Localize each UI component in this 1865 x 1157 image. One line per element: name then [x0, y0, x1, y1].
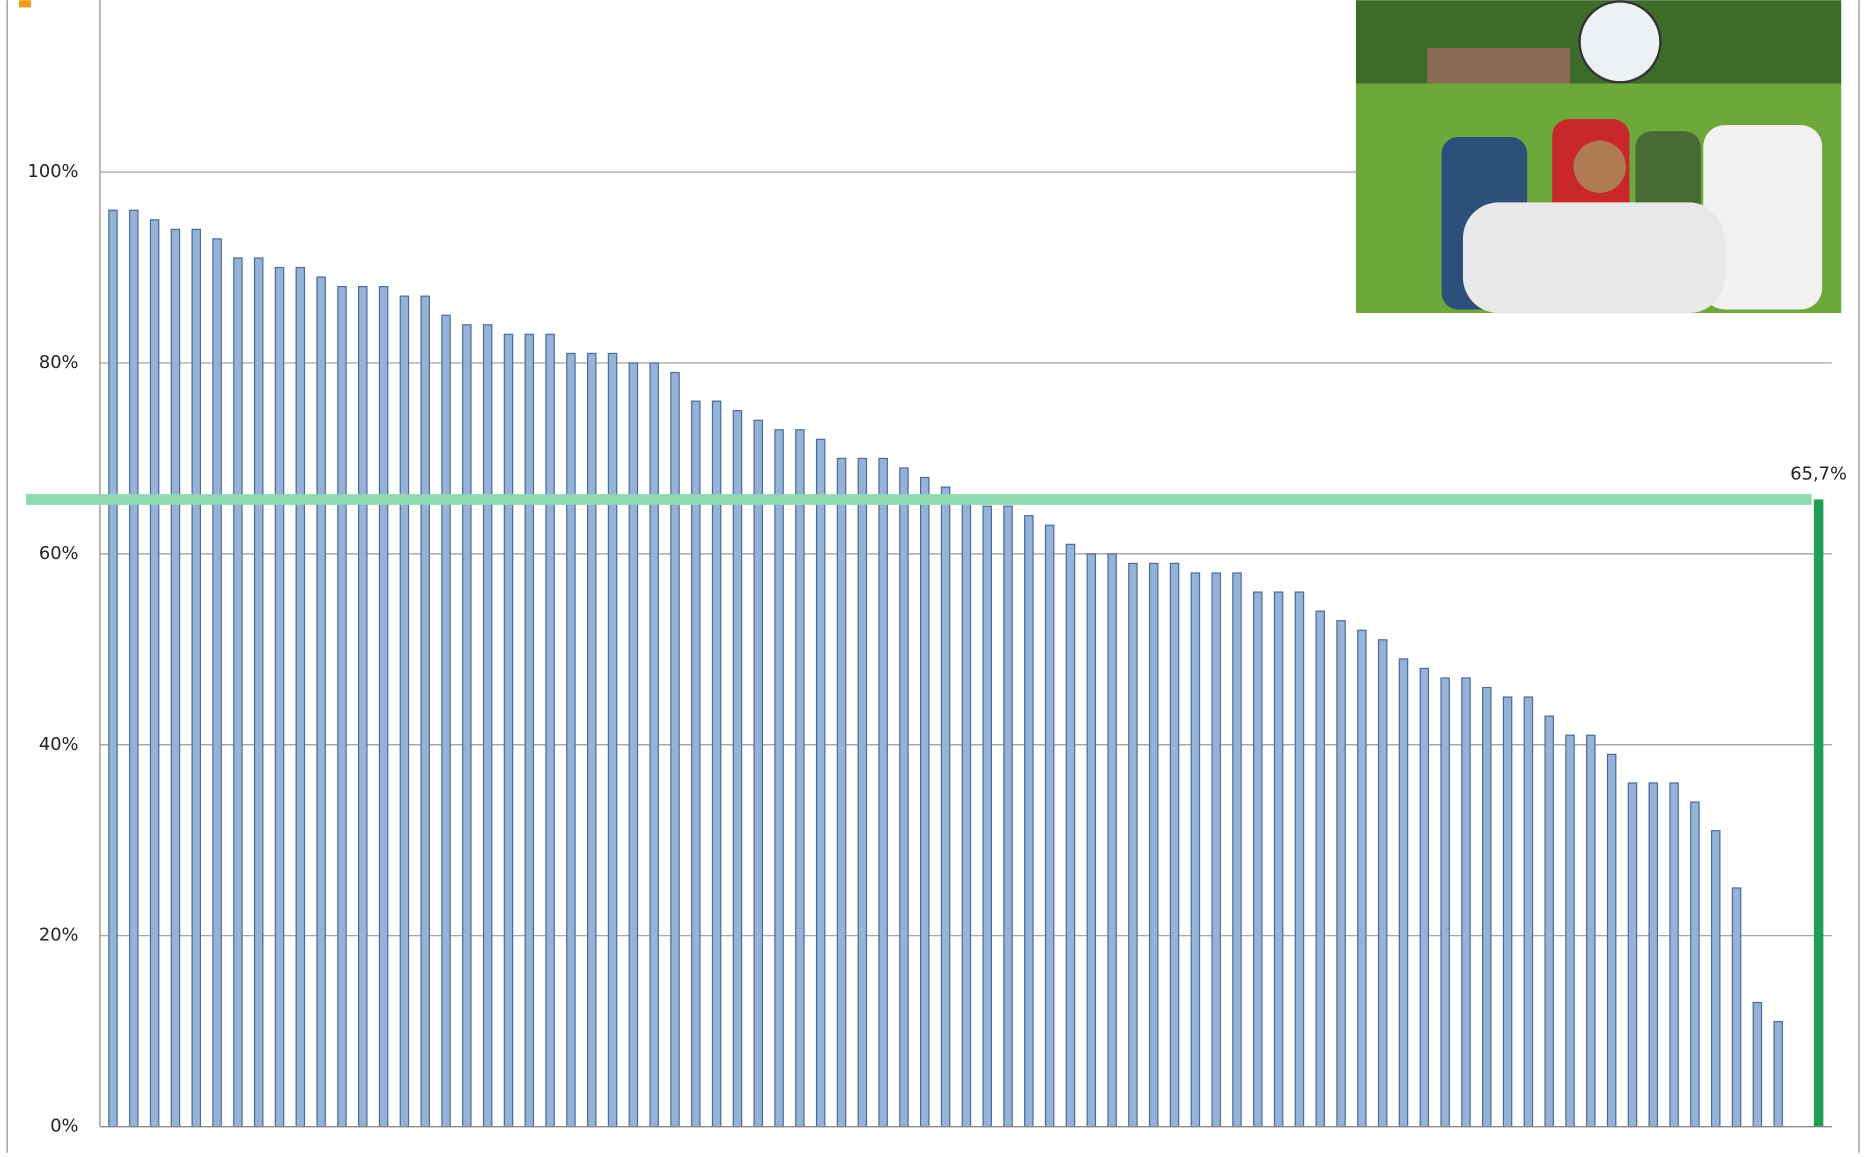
bar: [1461, 677, 1471, 1128]
bar: [836, 457, 847, 1128]
bar: [628, 362, 639, 1128]
bar: [1690, 801, 1700, 1128]
bar: [1773, 1021, 1783, 1128]
bar: [1128, 562, 1138, 1128]
bar: [1294, 591, 1305, 1128]
bar: [1315, 610, 1326, 1128]
y-tick-label: 0%: [50, 1116, 78, 1137]
bar: [462, 324, 472, 1128]
highlight-bar: [1813, 499, 1824, 1127]
bar: [586, 352, 597, 1128]
bar: [1440, 677, 1450, 1128]
bar: [753, 419, 764, 1128]
bar: [1731, 887, 1742, 1128]
bar: [545, 333, 555, 1128]
bar: [670, 371, 680, 1128]
bar: [1502, 696, 1513, 1128]
bar: [1606, 753, 1617, 1128]
bar: [295, 266, 306, 1128]
bar: [1232, 572, 1242, 1128]
corner-marker: [19, 0, 31, 8]
bar: [108, 209, 118, 1128]
bar: [191, 228, 202, 1128]
bar: [1044, 524, 1055, 1128]
bar: [982, 505, 992, 1128]
y-tick-label: 40%: [39, 734, 79, 755]
bar: [566, 352, 576, 1128]
bar: [1273, 591, 1284, 1128]
bar: [1669, 782, 1679, 1128]
bar: [1024, 515, 1034, 1128]
bar: [233, 257, 243, 1128]
bar: [1336, 620, 1346, 1128]
bar: [1482, 686, 1492, 1128]
bar: [482, 324, 493, 1128]
bar: [503, 333, 514, 1128]
bar: [940, 486, 951, 1128]
bar: [1627, 782, 1638, 1128]
bar: [1107, 553, 1117, 1128]
bar: [316, 276, 326, 1128]
bar: [774, 429, 784, 1128]
highlight-label: 65,7%: [1790, 463, 1847, 484]
bar: [170, 228, 181, 1128]
bar: [1377, 639, 1388, 1128]
bar: [1523, 696, 1534, 1128]
bar: [1357, 629, 1367, 1128]
bar: [1648, 782, 1659, 1128]
bar: [815, 438, 826, 1128]
bar: [691, 400, 701, 1128]
bar: [649, 362, 659, 1128]
bar: [358, 286, 368, 1128]
y-tick-label: 100%: [28, 161, 79, 182]
bar: [607, 352, 618, 1128]
bar: [1710, 830, 1721, 1128]
bar: [899, 467, 909, 1128]
bar: [1253, 591, 1263, 1128]
bar: [1544, 715, 1554, 1128]
bar: [253, 257, 264, 1128]
y-tick-label: 80%: [39, 352, 79, 373]
bar: [524, 333, 535, 1128]
bar: [1565, 734, 1575, 1128]
bar: [149, 219, 160, 1128]
bar: [711, 400, 722, 1128]
photo: [1355, 0, 1842, 314]
bar: [857, 457, 868, 1128]
bar: [337, 286, 347, 1128]
bar: [441, 314, 451, 1128]
bar: [1211, 572, 1221, 1128]
bar: [274, 266, 285, 1128]
bar: [1065, 543, 1076, 1128]
bar: [129, 209, 139, 1128]
bar: [212, 238, 222, 1128]
bar: [961, 496, 972, 1128]
y-tick-label: 60%: [39, 543, 79, 564]
bar: [1586, 734, 1596, 1128]
bar: [1398, 658, 1409, 1128]
bar: [732, 410, 743, 1128]
bar: [1169, 562, 1180, 1128]
bar: [1086, 553, 1097, 1128]
bar: [420, 295, 430, 1128]
bar: [795, 429, 805, 1128]
bar: [1003, 505, 1013, 1128]
bar: [399, 295, 410, 1128]
bar: [1419, 667, 1430, 1128]
bar: [1190, 572, 1201, 1128]
bar: [1148, 562, 1159, 1128]
bar: [1752, 1001, 1763, 1128]
bar: [378, 286, 389, 1128]
bar: [920, 476, 930, 1128]
y-tick-label: 20%: [39, 925, 79, 946]
bar: [878, 457, 888, 1128]
